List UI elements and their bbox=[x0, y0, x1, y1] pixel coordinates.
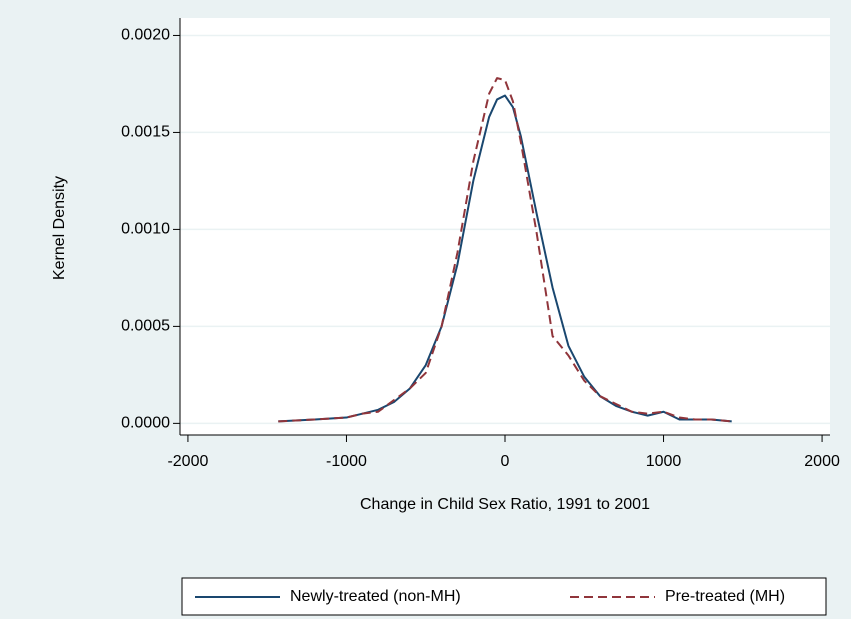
x-tick-label: -2000 bbox=[167, 453, 208, 470]
y-tick-label: 0.0000 bbox=[121, 415, 170, 432]
x-axis-label: Change in Child Sex Ratio, 1991 to 2001 bbox=[360, 496, 650, 513]
plot-area bbox=[180, 18, 830, 435]
y-tick-label: 0.0005 bbox=[121, 318, 170, 335]
y-tick-label: 0.0010 bbox=[121, 221, 170, 238]
x-tick-label: -1000 bbox=[326, 453, 367, 470]
y-tick-label: 0.0020 bbox=[121, 27, 170, 44]
density-line bbox=[278, 77, 732, 423]
x-tick-label: 2000 bbox=[804, 453, 840, 470]
legend-label: Newly-treated (non-MH) bbox=[290, 588, 461, 605]
y-tick-label: 0.0015 bbox=[121, 124, 170, 141]
x-tick-label: 0 bbox=[501, 453, 510, 470]
legend-box bbox=[181, 577, 827, 616]
y-axis-label: Kernel Density bbox=[51, 176, 68, 280]
legend-label: Pre-treated (MH) bbox=[665, 588, 785, 605]
x-tick-label: 1000 bbox=[646, 453, 682, 470]
